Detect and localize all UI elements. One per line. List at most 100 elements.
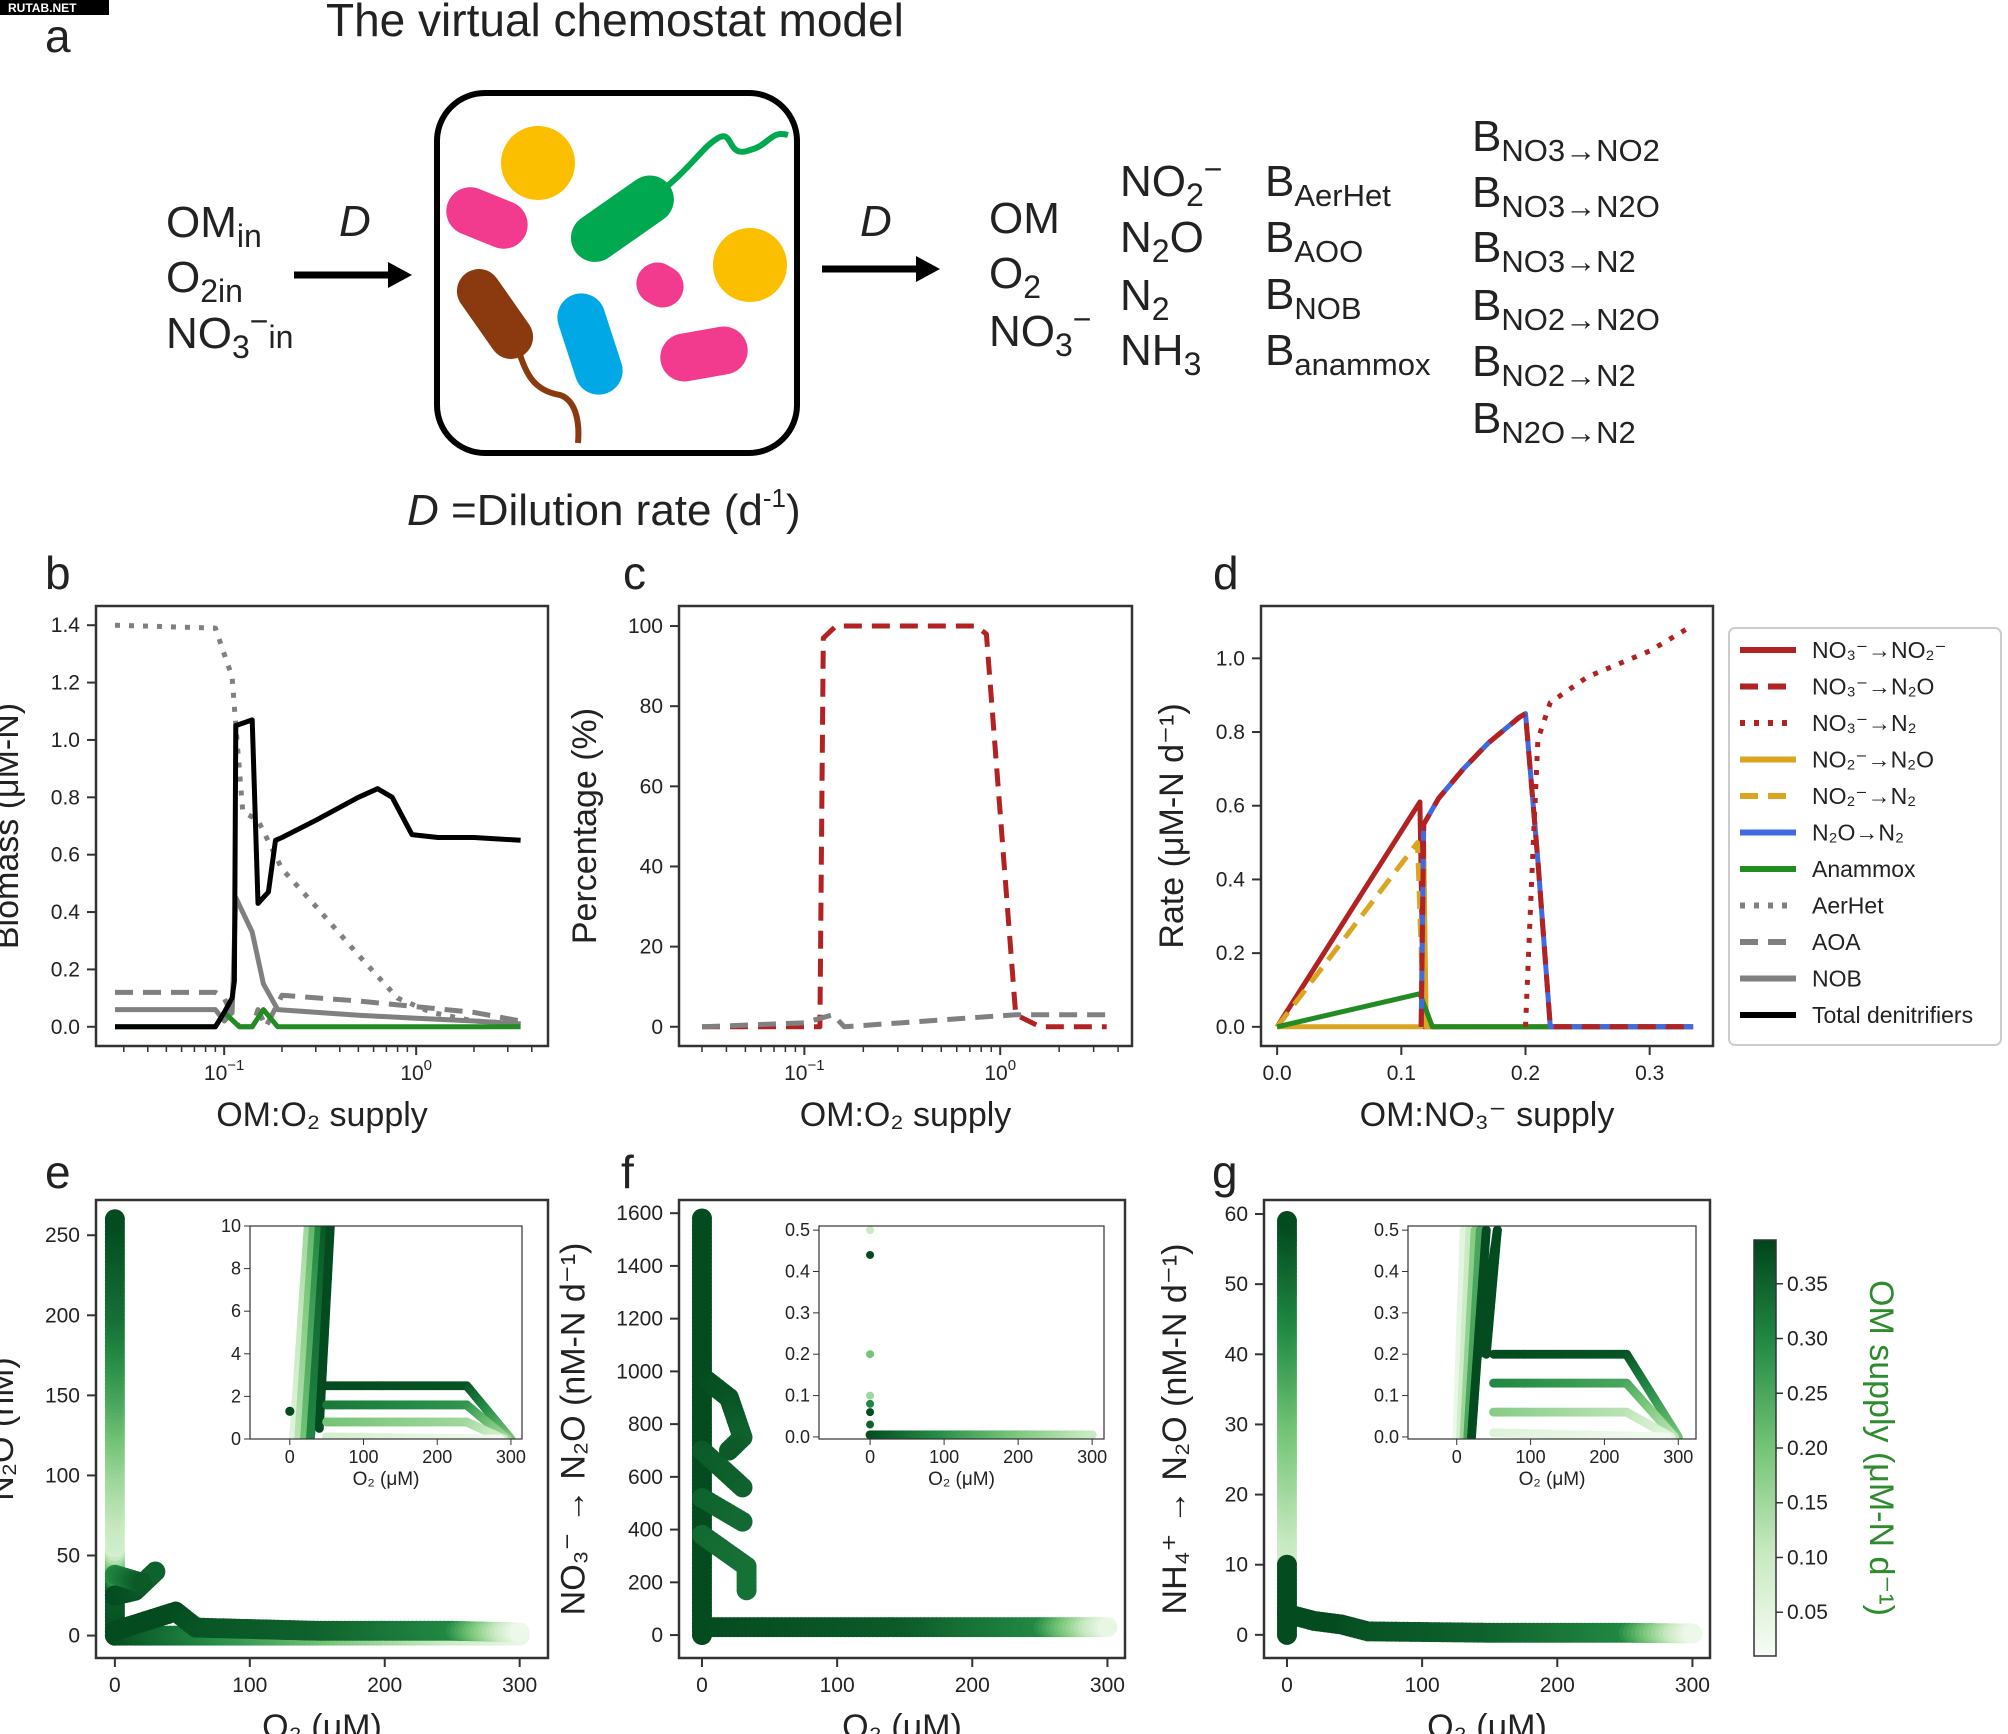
scatter-point	[1662, 1432, 1672, 1439]
x-tick-label: 300	[1663, 1447, 1693, 1467]
y-tick-label: 200	[45, 1304, 80, 1327]
y-axis-label: N₂O (nM)	[0, 1357, 21, 1501]
y-axis-label: Biomass (μM-N)	[0, 703, 26, 949]
biomass-sub: AerHet	[1294, 178, 1391, 213]
legend-frame	[1728, 627, 2002, 1046]
scatter-point	[691, 1208, 712, 1229]
scatter-trail	[322, 1381, 516, 1439]
cell-yellow-1	[501, 126, 575, 200]
y-tick-label: 600	[628, 1466, 663, 1489]
colorbar-scale	[1753, 1239, 1777, 1657]
scatter-trail	[322, 1417, 509, 1439]
x-axis-label: O₂ (μM)	[1519, 1469, 1586, 1490]
y-tick-label: 80	[640, 695, 663, 718]
y-tick-label: 1000	[616, 1360, 663, 1383]
output-nh3: NH3	[1120, 326, 1201, 382]
colorbar-tick-label: 0.35	[1787, 1273, 1828, 1296]
scatter-trail	[1489, 1378, 1680, 1439]
y-tick-label: 10	[221, 1216, 241, 1236]
scatter-trail	[691, 1366, 753, 1461]
series-line-no-n-o	[1277, 840, 1694, 1030]
inset-g: 0 100 200 300 0.0 0.1 0.2 0.3 0.4 0.5 O₂ (μM)	[1374, 1220, 1697, 1490]
legend-label: AerHet	[1812, 893, 1884, 919]
y-axis-label: NO₃⁻ → N₂O (nM-N d⁻¹)	[554, 1243, 592, 1616]
scatter-trail	[104, 1601, 530, 1643]
biomass-sub: AOO	[1294, 234, 1363, 269]
scatter-point	[1481, 1226, 1491, 1235]
y-tick-label: 0.0	[51, 1016, 80, 1039]
biomass-main: B	[1472, 337, 1501, 386]
cell-brown	[456, 269, 534, 359]
biomass-main: B	[1265, 157, 1294, 206]
output-no2: NO2−	[1120, 151, 1222, 213]
x-tick-label: 300	[1090, 1674, 1125, 1697]
biomass-list-2: BNO3→NO2BNO3→N2OBNO3→N2BNO2→N2OBNO2→N2BN…	[1472, 112, 1660, 450]
arrow-out-icon	[822, 256, 940, 282]
biomass-main: B	[1472, 394, 1501, 443]
scatter-trail	[691, 1440, 753, 1498]
panel-letter-e: e	[45, 1146, 71, 1198]
cell-green	[570, 175, 674, 262]
y-axis-label: Rate (μM-N d⁻¹)	[1153, 703, 1191, 948]
y-tick-label: 0.3	[1374, 1303, 1399, 1323]
scatter-trail	[865, 1430, 1097, 1439]
plot-frame	[1407, 1225, 1697, 1440]
colorbar-tick-label: 0.20	[1787, 1437, 1828, 1460]
x-tick-label: 100	[820, 1674, 855, 1697]
series-line-no-n-	[1523, 623, 1695, 1027]
scatter-trail	[691, 1524, 757, 1601]
tick-base: 10	[400, 1062, 423, 1085]
plot-area	[691, 1208, 1118, 1646]
x-tick-label: 100	[1405, 1674, 1440, 1697]
panel-letter-c: c	[623, 547, 646, 599]
biomass-sub: N2O→N2	[1501, 415, 1635, 450]
x-tick-label: 0	[109, 1674, 121, 1697]
legend-label: AOA	[1812, 929, 1861, 955]
scatter-point	[1097, 1617, 1118, 1638]
scatter-point	[1492, 1226, 1502, 1235]
arrow-in-icon	[294, 262, 412, 288]
colorbar-tick-label: 0.10	[1787, 1546, 1828, 1569]
y-tick-label: 1.0	[51, 729, 80, 752]
biomass-label: BNO3→N2	[1472, 223, 1636, 279]
legend-label: NO₂⁻→N₂	[1812, 783, 1916, 809]
plot-frame	[94, 1198, 550, 1660]
biomass-main: B	[1472, 112, 1501, 161]
y-tick-label: 0	[1236, 1624, 1248, 1647]
legend-label: N₂O→N₂	[1812, 820, 1904, 846]
tick-exponent: 0	[1008, 1057, 1016, 1074]
series-line-no-n-o	[1418, 711, 1694, 1030]
y-tick-label: 250	[45, 1224, 80, 1247]
input-no3: NO3−in	[166, 303, 293, 365]
y-tick-label: 50	[57, 1545, 80, 1568]
x-axis-label: OM:O₂ supply	[800, 1096, 1012, 1134]
scatter-trail	[1481, 1226, 1502, 1359]
y-tick-label: 20	[640, 936, 663, 959]
output-no3: NO3−	[989, 301, 1091, 363]
scatter-point	[736, 1580, 757, 1601]
legend-label: NO₃⁻→N₂O	[1812, 674, 1934, 700]
y-tick-label: 1.0	[1216, 647, 1245, 670]
plot-frame	[677, 1198, 1127, 1660]
plot-frame	[818, 1225, 1105, 1440]
scatter-trail	[691, 1487, 753, 1532]
y-tick-label: 150	[45, 1384, 80, 1407]
plot-frame	[1262, 1198, 1712, 1660]
y-tick-label: 0.5	[1374, 1220, 1399, 1240]
scatter-point	[104, 1209, 125, 1230]
biomass-label: BNOB	[1265, 270, 1362, 326]
scatter-point	[1682, 1623, 1703, 1644]
x-axis-label: OM:O₂ supply	[216, 1096, 428, 1134]
x-tick-label: 300	[496, 1447, 526, 1467]
x-tick-label: 100	[929, 1447, 959, 1467]
scatter-trail	[1489, 1428, 1672, 1439]
y-tick-label: 60	[1225, 1203, 1248, 1226]
y-tick-label: 0.4	[1374, 1261, 1399, 1281]
scatter-point	[509, 1622, 530, 1643]
x-tick-label: 0	[1281, 1674, 1293, 1697]
x-tick-label: 10−1	[204, 1057, 244, 1085]
y-tick-label: 0.6	[1216, 795, 1245, 818]
biomass-label: BNO2→N2O	[1472, 281, 1660, 337]
